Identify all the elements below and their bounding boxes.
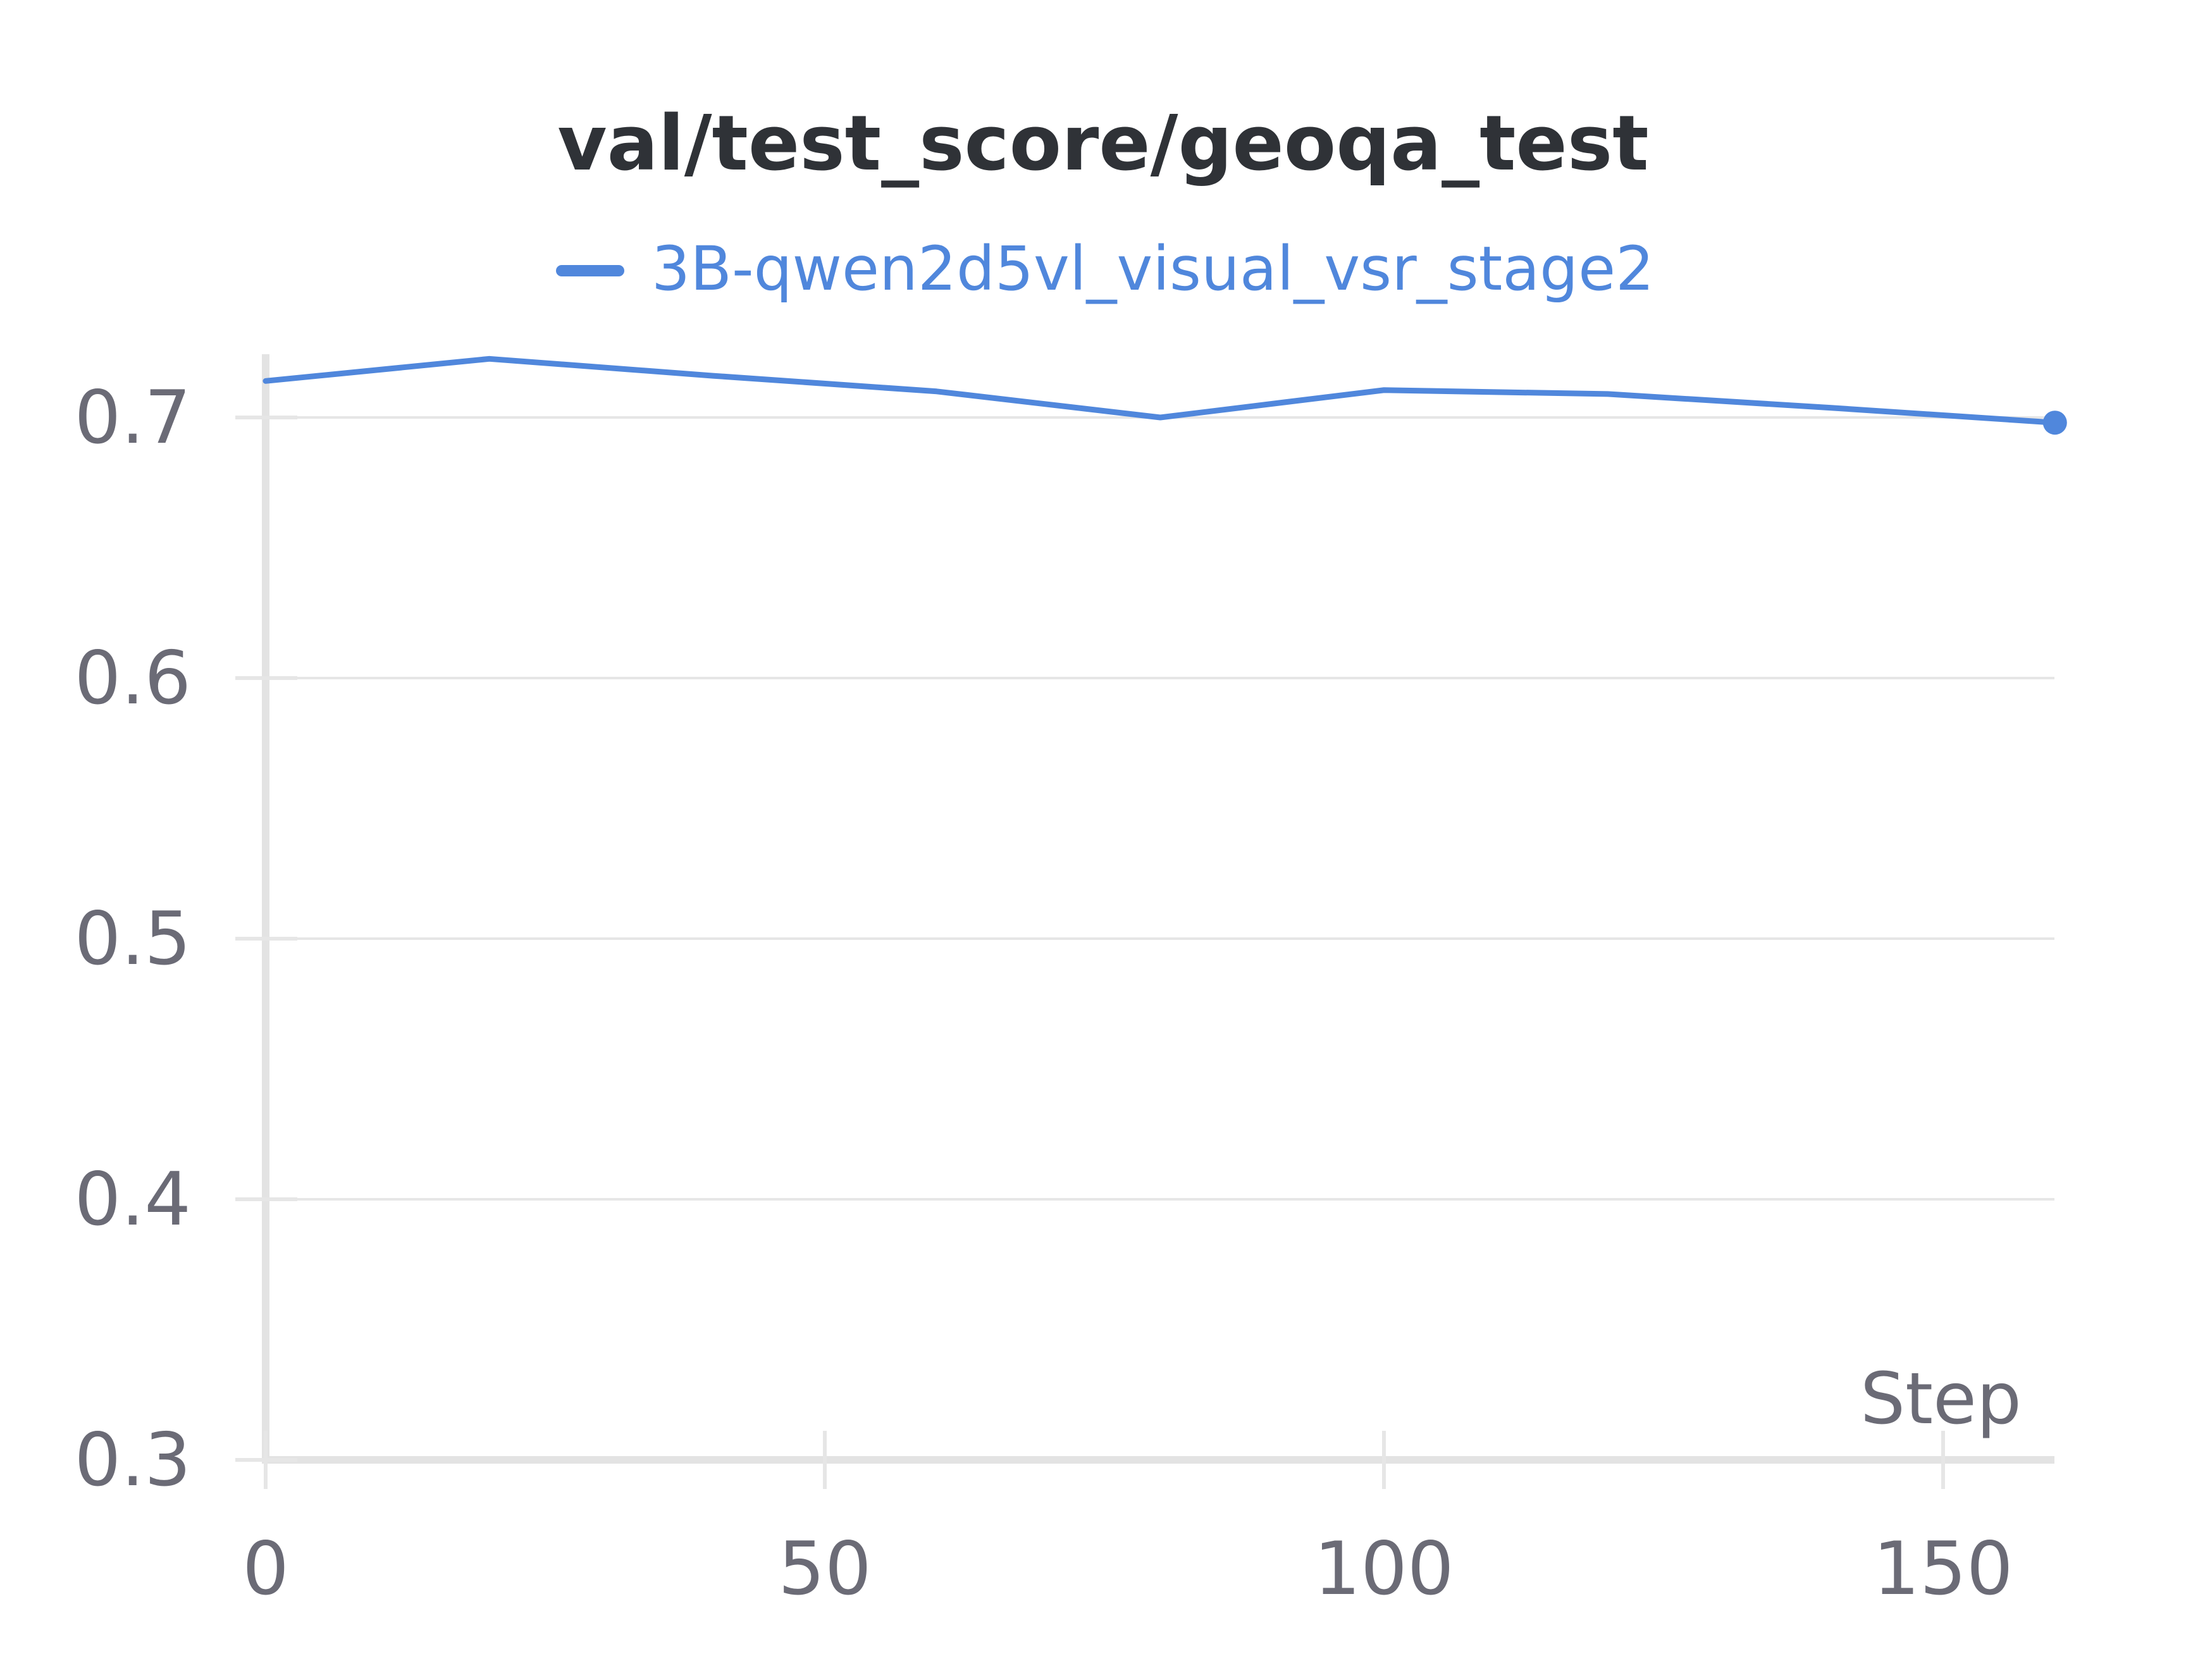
legend-label-series-1: 3B-qwen2d5vl_visual_vsr_stage2: [651, 233, 1654, 304]
grid-lines: [266, 416, 2054, 1201]
y-tick-label-3: 0.6: [75, 636, 191, 721]
series-end-point-1: [2042, 411, 2067, 435]
y-tick-label-1: 0.4: [75, 1157, 191, 1242]
y-axis-ticks: 0.3 0.4 0.5 0.6 0.7: [75, 375, 297, 1503]
y-tick-label-2: 0.5: [75, 896, 191, 982]
x-tick-label-0: 0: [242, 1526, 289, 1612]
chart-title: val/test_score/geoqa_test: [557, 100, 1648, 188]
axes: [262, 354, 2054, 1464]
series-line-1: [262, 355, 2058, 426]
x-tick-label-1: 50: [778, 1526, 872, 1612]
legend: 3B-qwen2d5vl_visual_vsr_stage2: [556, 233, 1654, 304]
y-tick-label-4: 0.7: [75, 375, 191, 460]
x-tick-label-2: 100: [1314, 1526, 1454, 1612]
series-lines: [262, 355, 2067, 435]
x-axis-label: Step: [1860, 1358, 2022, 1440]
y-tick-label-0: 0.3: [75, 1418, 191, 1503]
x-axis-ticks: 0 50 100 150: [242, 1431, 2013, 1612]
x-tick-label-3: 150: [1873, 1526, 2013, 1612]
